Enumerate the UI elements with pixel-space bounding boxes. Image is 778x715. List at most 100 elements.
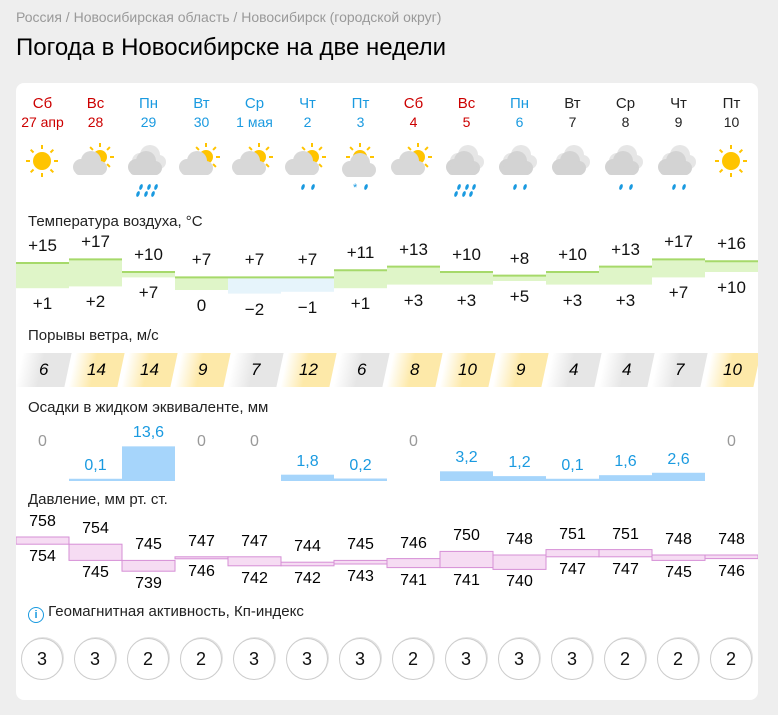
geomagnetic-index: 2 <box>127 638 169 680</box>
pressure-min: 746 <box>188 562 215 580</box>
temp-band <box>122 272 175 278</box>
geomagnetic-index: 2 <box>180 638 222 680</box>
precip-value: 3,2 <box>455 449 478 467</box>
day-header[interactable]: Ср <box>615 95 636 112</box>
wind-value: 4 <box>568 360 579 379</box>
temp-min: −2 <box>244 299 265 319</box>
temperature-label: Температура воздуха, °C <box>28 213 203 230</box>
precip-bar <box>599 475 652 481</box>
geomagnetic-index: 2 <box>657 638 699 680</box>
forecast-widget: Температура воздуха, °C Порывы ветра, м/… <box>16 83 758 700</box>
pressure-max: 750 <box>453 527 480 545</box>
pressure-min: 745 <box>665 564 692 582</box>
wind-value: 9 <box>515 360 526 379</box>
day-header[interactable]: Пн <box>138 95 159 112</box>
pressure-min: 739 <box>135 575 162 593</box>
day-header[interactable]: Вт <box>564 95 581 112</box>
day-date: 6 <box>515 114 524 130</box>
day-header[interactable]: Пт <box>722 95 741 112</box>
day-date: 5 <box>462 114 471 130</box>
info-icon[interactable]: i <box>28 607 44 623</box>
temp-max: +7 <box>191 250 212 270</box>
temp-max: +8 <box>509 248 530 268</box>
day-header[interactable]: Вс <box>457 95 476 112</box>
temp-min: +3 <box>615 290 636 310</box>
wind-gust: 8 <box>386 353 443 387</box>
pressure-max: 748 <box>506 531 533 548</box>
wind-value: 7 <box>674 360 685 379</box>
partly-cloudy-icon <box>387 141 440 201</box>
partly-cloudy-sleet-icon: * <box>334 141 387 201</box>
temp-min: +2 <box>85 292 106 312</box>
geomagnetic-index: 2 <box>604 638 646 680</box>
cloud-rain-icon <box>122 141 175 201</box>
temp-band <box>16 263 69 289</box>
day-header[interactable]: Вт <box>193 95 210 112</box>
geomagnetic-index: 3 <box>74 638 116 680</box>
charts-layer <box>16 258 758 572</box>
day-date: 30 <box>193 114 210 130</box>
cloudy-icon <box>546 141 599 201</box>
geomagnetic-index: 3 <box>445 638 487 680</box>
cloud-light-rain-icon <box>652 141 705 201</box>
geomagnetic-label-text: Геомагнитная активность, Кп-индекс <box>48 603 304 620</box>
pressure-min: 747 <box>612 560 639 578</box>
temp-max: +13 <box>611 239 640 259</box>
wind-value: 7 <box>250 360 261 379</box>
precip-bar <box>281 474 334 481</box>
wind-gust: 14 <box>68 353 125 387</box>
cloud-rain-icon <box>440 141 493 201</box>
day-header[interactable]: Сб <box>32 95 53 112</box>
day-header[interactable]: Вс <box>86 95 105 112</box>
pressure-band <box>280 561 335 567</box>
wind-value: 14 <box>140 360 159 379</box>
day-header[interactable]: Пн <box>509 95 530 112</box>
day-header[interactable]: Чт <box>299 95 316 112</box>
precip-value: 0 <box>250 433 259 450</box>
day-date: 4 <box>409 114 418 130</box>
pressure-min: 747 <box>559 560 586 578</box>
partly-cloudy-icon <box>228 141 281 201</box>
wind-value: 10 <box>458 360 477 379</box>
pressure-max: 751 <box>612 525 639 543</box>
precip-value: 0 <box>38 433 47 450</box>
wind-gust: 9 <box>174 353 231 387</box>
geomagnetic-label: i Геомагнитная активность, Кп-индекс <box>28 603 304 623</box>
geomagnetic-index: 3 <box>498 638 540 680</box>
breadcrumb-link[interactable]: Новосибирская область <box>73 9 230 25</box>
wind-gust: 10 <box>439 353 496 387</box>
temp-max: +13 <box>399 239 428 259</box>
day-header[interactable]: Пт <box>351 95 370 112</box>
day-header[interactable]: Сб <box>403 95 424 112</box>
pressure-min: 746 <box>718 562 745 580</box>
breadcrumb: Россия / Новосибирская область / Новосиб… <box>16 9 442 25</box>
geomagnetic-index: 3 <box>551 638 593 680</box>
day-header[interactable]: Ср <box>244 95 265 112</box>
day-date: 2 <box>303 114 312 130</box>
pressure-max: 751 <box>559 525 586 543</box>
temp-band <box>69 259 122 287</box>
pressure-band <box>492 554 547 570</box>
pressure-band <box>227 556 282 567</box>
pressure-min: 742 <box>241 569 268 587</box>
day-header[interactable]: Чт <box>670 95 687 112</box>
temp-band <box>652 259 705 278</box>
pressure-band <box>16 536 70 545</box>
pressure-max: 758 <box>29 513 56 530</box>
temp-max: +17 <box>81 232 110 252</box>
wind-value: 6 <box>356 360 367 379</box>
pressure-min: 742 <box>294 569 321 587</box>
partly-cloudy-icon <box>69 141 122 201</box>
pressure-band <box>704 554 758 560</box>
temp-band <box>334 270 387 289</box>
wind-gust: 4 <box>545 353 602 387</box>
wind-gust: 9 <box>492 353 549 387</box>
precip-value: 1,8 <box>296 452 319 470</box>
breadcrumb-link[interactable]: Новосибирск (городской округ) <box>241 9 442 25</box>
pressure-max: 746 <box>400 534 427 552</box>
breadcrumb-link[interactable]: Россия <box>16 9 62 25</box>
partly-cloudy-icon <box>175 141 228 201</box>
wind-value: 14 <box>87 360 106 379</box>
svg-text:*: * <box>353 182 358 194</box>
pressure-label: Давление, мм рт. ст. <box>28 491 168 508</box>
